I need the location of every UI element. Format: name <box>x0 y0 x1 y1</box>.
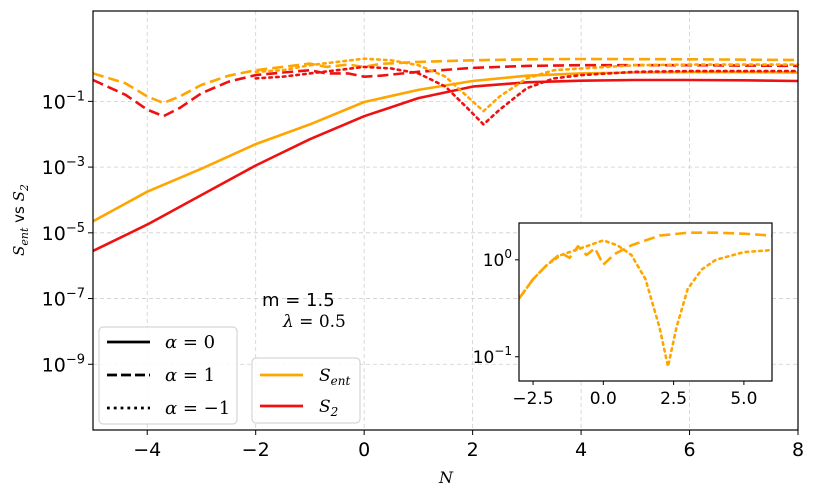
inset-series <box>519 231 772 368</box>
inset-y-tick-label-1: 10−1 <box>473 344 512 368</box>
inset-background <box>519 223 772 381</box>
linestyle-legend-frame <box>98 326 238 425</box>
x-tick-label-0: −4 <box>133 439 161 461</box>
inset-ticks: −2.5 0.0 2.5 5.0 100 10−1 <box>473 247 758 409</box>
y-tick-label-4: 10−1 <box>42 89 85 113</box>
series-line-2 <box>92 57 799 105</box>
inset-series-line-0 <box>519 231 772 300</box>
x-tick-label-2: 0 <box>358 439 370 461</box>
inset-chart: −2.5 0.0 2.5 5.0 100 10−1 <box>473 222 773 409</box>
inset-x-tick-label-3: 5.0 <box>730 389 757 409</box>
inset-series-line-1 <box>519 239 772 368</box>
lambda-annotation: λ = 0.5 <box>282 312 346 332</box>
plot-frame <box>92 10 799 431</box>
x-tick-label-5: 6 <box>683 439 695 461</box>
y-tick-label-2: 10−5 <box>42 221 85 245</box>
series-line-1 <box>92 78 799 253</box>
main-grid <box>93 11 799 430</box>
x-tick-label-6: 8 <box>792 439 804 461</box>
y-tick-label-3: 10−3 <box>42 155 85 179</box>
x-tick-label-1: −2 <box>242 439 270 461</box>
inset-series-group <box>519 231 772 368</box>
series-line-5 <box>254 65 800 126</box>
x-tick-label-3: 2 <box>467 439 479 461</box>
legend-sent-label: Sent <box>319 366 350 388</box>
legend-alpha-0: α = 0 <box>165 332 215 353</box>
m-annotation: m = 1.5 <box>262 290 335 311</box>
color-legend: Sent S2 <box>251 357 361 424</box>
y-tick-label-1: 10−7 <box>42 287 85 311</box>
inset-frame <box>518 222 773 382</box>
x-axis-label: N <box>438 468 454 487</box>
y-tick-label-0: 10−9 <box>42 352 85 376</box>
y-axis-label: Sent vs S2 <box>10 184 31 256</box>
series-line-4 <box>254 57 800 113</box>
main-ticks: −4 −2 0 2 4 6 8 10−9 10−7 10−5 10−3 10−1 <box>42 89 804 461</box>
legend-s2-label: S2 <box>319 397 338 419</box>
legend-alpha-neg1: α = −1 <box>165 398 230 419</box>
inset-x-tick-label-0: −2.5 <box>512 389 553 409</box>
inset-x-tick-label-1: 0.0 <box>590 389 617 409</box>
color-legend-frame <box>251 357 361 424</box>
legend-alpha-1: α = 1 <box>165 365 215 386</box>
inset-y-tick-label-0: 100 <box>483 247 512 271</box>
linestyle-legend: α = 0 α = 1 α = −1 <box>98 326 238 425</box>
main-series <box>92 57 800 253</box>
x-tick-label-4: 4 <box>575 439 587 461</box>
inset-x-tick-label-2: 2.5 <box>660 389 687 409</box>
